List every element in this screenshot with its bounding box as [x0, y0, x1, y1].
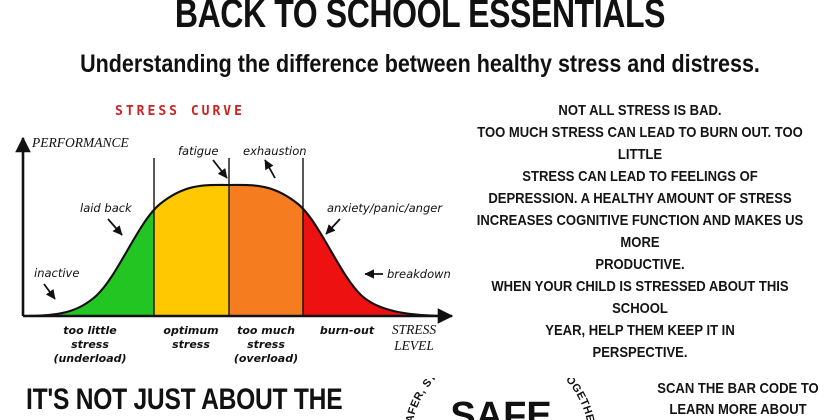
annotation-fatigue: fatigue: [178, 144, 218, 158]
logo-canvas: SAFER, STRONGER, AND BETTER TOGETHER SAF…: [405, 378, 595, 420]
scan-instructions: SCAN THE BAR CODE TO LEARN MORE ABOUT: [649, 378, 826, 420]
zone-label-too-little-stress-l3: (underload): [53, 352, 126, 365]
zone-label-too-little-stress-l2: stress: [71, 338, 109, 351]
annotation-breakdown: breakdown: [387, 267, 451, 281]
page-subtitle: Understanding the difference between hea…: [80, 50, 760, 78]
zone-fill-burn-out: [303, 208, 452, 316]
zone-label-optimum-stress-l2: stress: [172, 338, 210, 351]
zone-label-too-much-stress-l1: too much: [237, 324, 295, 337]
copy1-line-3: STRESS CAN LEAD TO FEELINGS OF: [522, 168, 758, 185]
y-axis-label: PERFORMANCE: [31, 135, 129, 150]
body-paragraph-2: WHEN YOUR CHILD IS STRESSED ABOUT THIS S…: [476, 276, 803, 364]
annotations: inactive laid back fatigue exhaustion an…: [34, 144, 451, 300]
zone-label-too-much-stress-l2: stress: [247, 338, 285, 351]
zone-label-burn-out: burn-out: [320, 324, 375, 337]
bottom-headline: IT'S NOT JUST ABOUT THE: [26, 383, 343, 416]
leader-fatigue: [212, 159, 228, 179]
leader-exhaustion: [264, 159, 276, 179]
zone-labels: too little stress (underload) optimum st…: [53, 324, 374, 365]
annotation-inactive: inactive: [34, 266, 79, 280]
safe-logo: SAFER, STRONGER, AND BETTER TOGETHER SAF…: [405, 378, 595, 420]
copy2-line-1: WHEN YOUR CHILD IS STRESSED ABOUT THIS S…: [491, 278, 789, 317]
zone-label-optimum-stress-l1: optimum: [163, 324, 218, 337]
copy2-line-2: YEAR, HELP THEM KEEP IT IN: [545, 322, 735, 339]
chart-title: STRESS CURVE: [115, 104, 245, 119]
zone-fill-too-much-stress: [229, 184, 303, 316]
copy1-line-5: INCREASES COGNITIVE FUNCTION AND MAKES U…: [476, 212, 804, 251]
body-paragraph-1: NOT ALL STRESS IS BAD. TOO MUCH STRESS C…: [476, 100, 804, 276]
copy1-line-4: DEPRESSION. A HEALTHY AMOUNT OF STRESS: [488, 190, 792, 207]
x-axis-label: STRESS: [392, 322, 437, 337]
copy1-line-6: PRODUCTIVE.: [595, 256, 685, 273]
copy1-line-2: TOO MUCH STRESS CAN LEAD TO BURN OUT. TO…: [477, 124, 803, 163]
chart-canvas: PERFORMANCE STRESS LEVEL STRESS LEVEL in…: [15, 135, 454, 365]
scan-line-1: SCAN THE BAR CODE TO: [657, 380, 819, 397]
zone-dividers: [153, 158, 304, 316]
zone-label-too-little-stress-l1: too little: [63, 324, 117, 337]
annotation-anxiety-panic-anger: anxiety/panic/anger: [327, 201, 443, 215]
annotation-laid-back: laid back: [80, 201, 133, 215]
copy1-line-1: NOT ALL STRESS IS BAD.: [558, 102, 722, 119]
annotation-exhaustion: exhaustion: [243, 144, 307, 158]
zone-fill-too-little-stress: [23, 209, 154, 316]
stress-curve-chart: STRESS CURVE: [0, 100, 470, 370]
leader-laid-back: [107, 218, 123, 236]
page-title: BACK TO SCHOOL ESSENTIALS: [174, 0, 666, 36]
zone-label-too-much-stress-l3: (overload): [234, 352, 298, 365]
curve-fill-group: [23, 184, 452, 316]
leader-anxiety: [325, 218, 341, 235]
leader-inactive: [43, 283, 56, 300]
copy2-line-3: PERSPECTIVE.: [592, 344, 688, 361]
x-axis-label-2: LEVEL: [393, 338, 434, 353]
zone-fill-optimum-stress: [154, 184, 229, 316]
logo-wordmark: SAFE: [450, 395, 551, 420]
scan-line-2: LEARN MORE ABOUT: [669, 401, 807, 418]
